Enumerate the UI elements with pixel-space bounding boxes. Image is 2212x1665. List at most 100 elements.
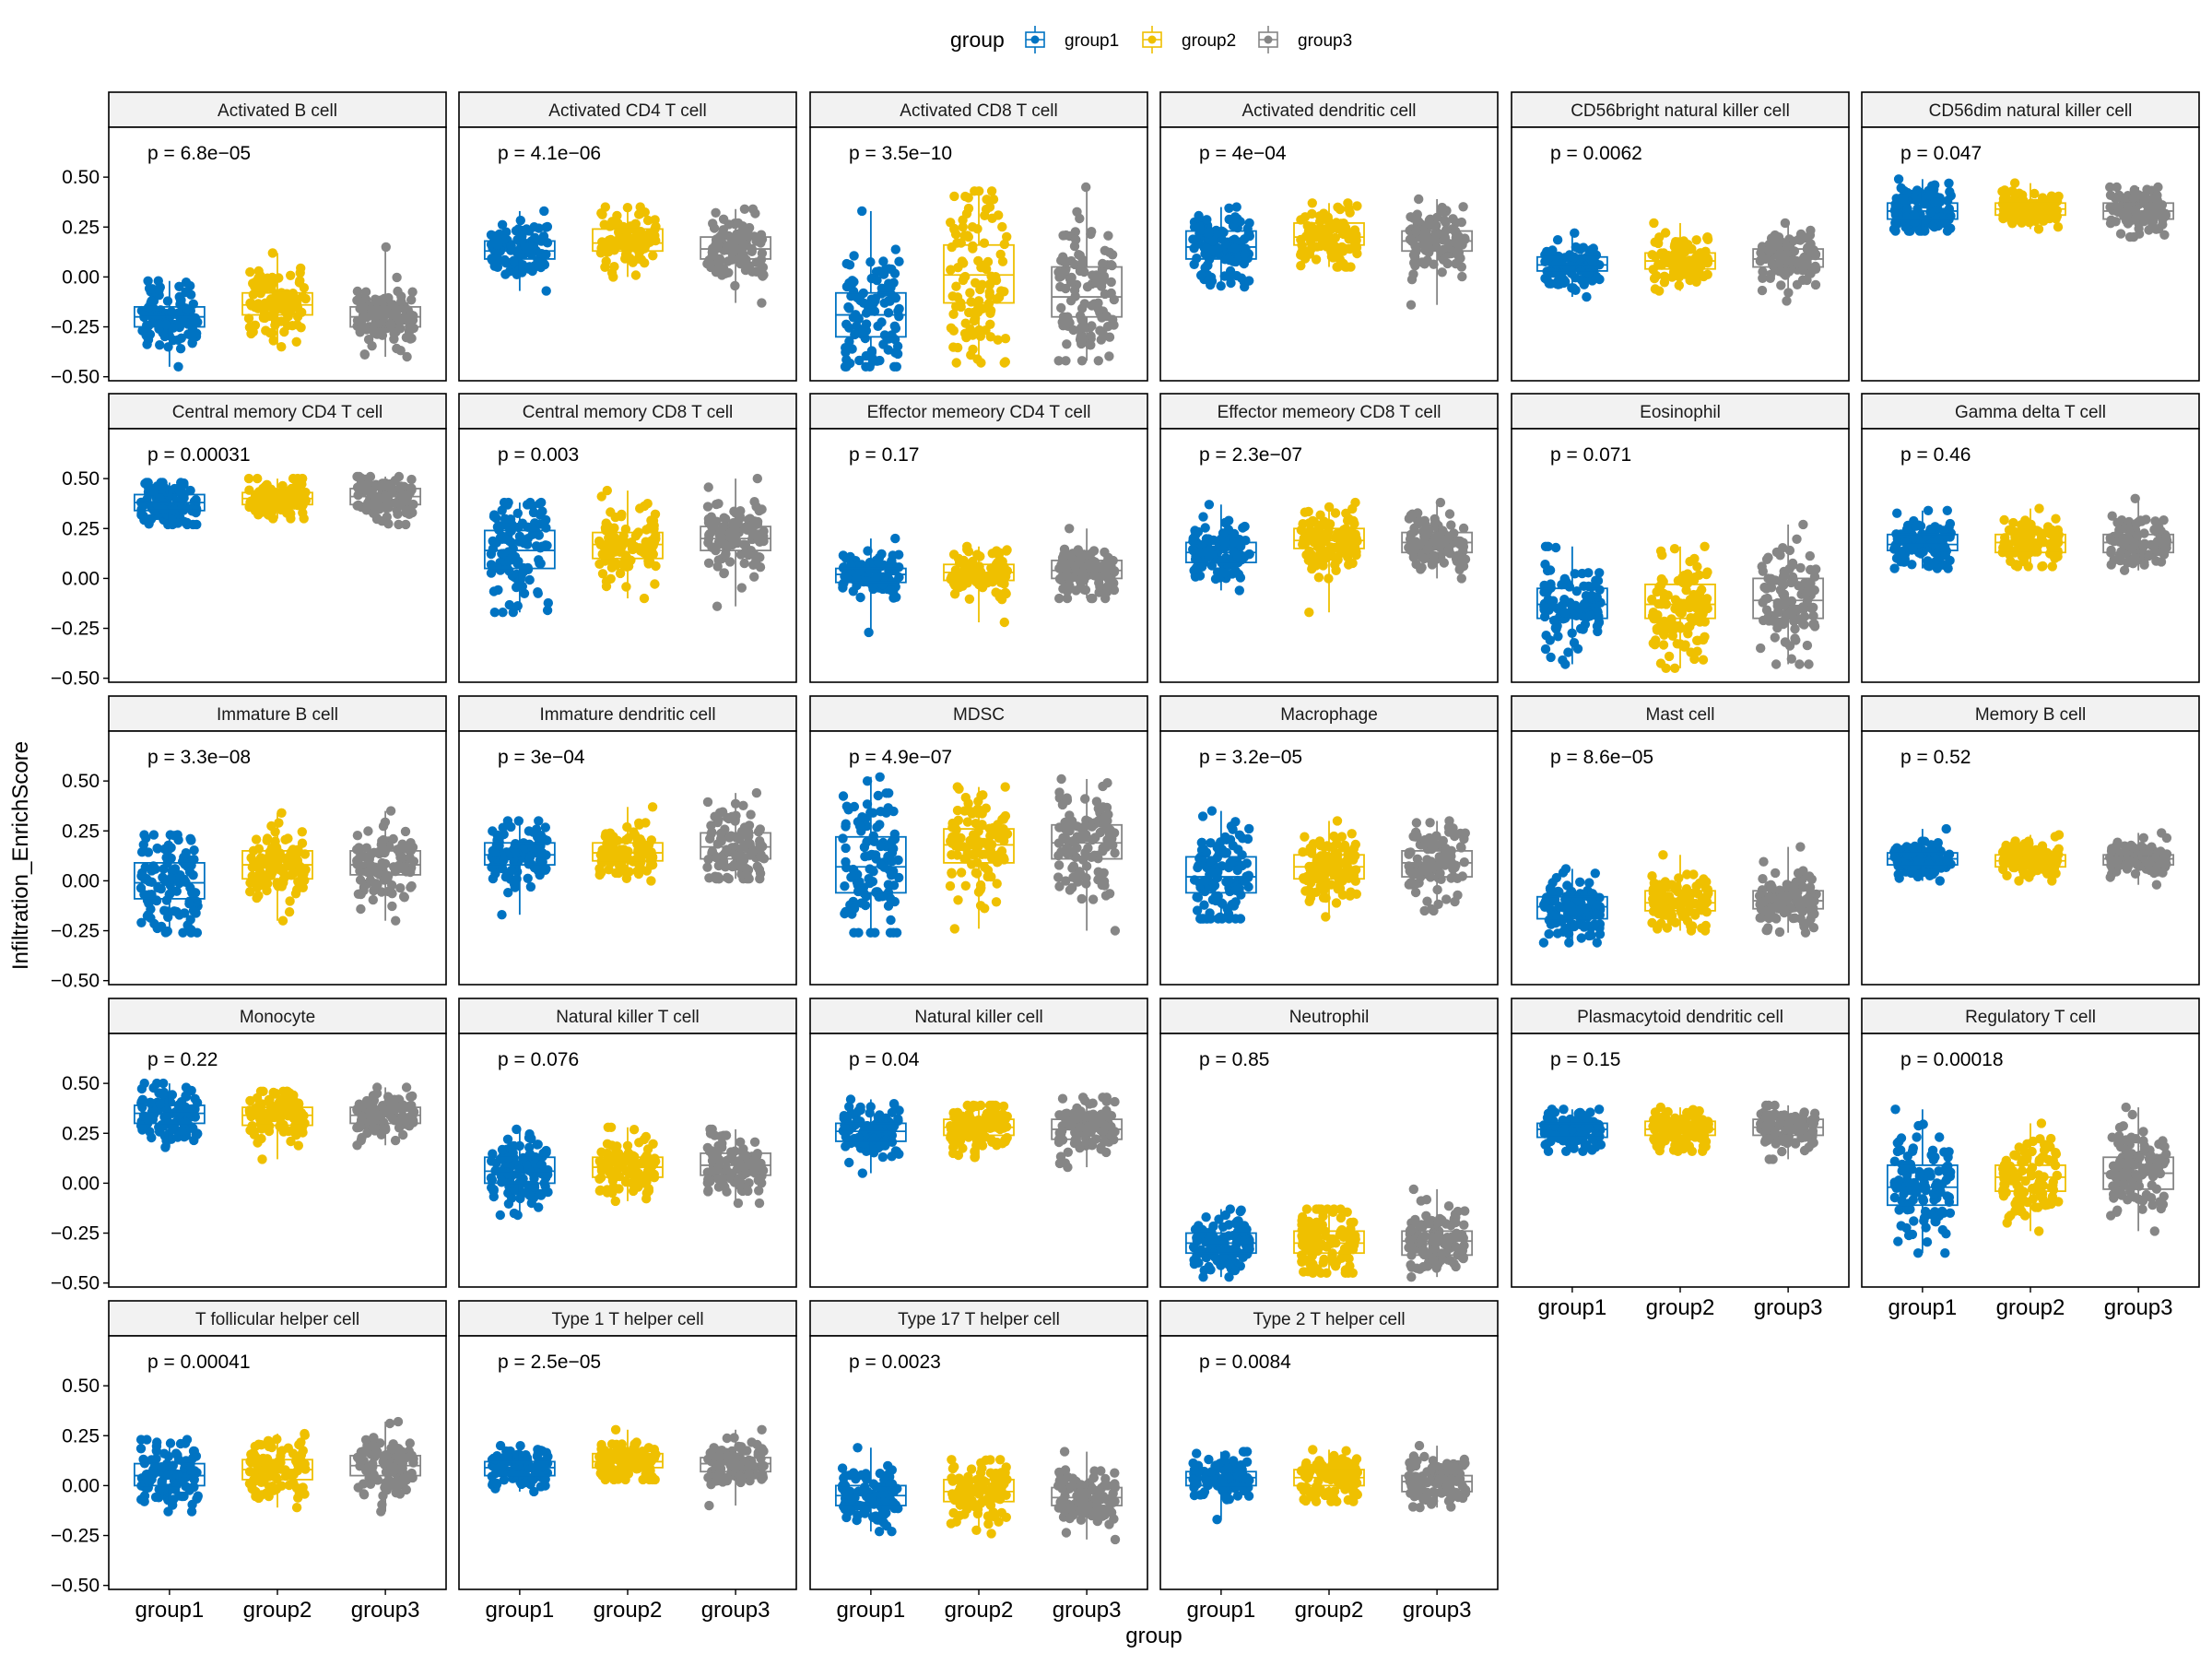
data-point xyxy=(2153,537,2162,546)
data-point xyxy=(394,472,404,481)
data-point xyxy=(597,237,606,246)
data-point xyxy=(392,273,401,282)
p-value-label: p = 0.047 xyxy=(1900,143,1982,164)
data-point xyxy=(1681,585,1690,595)
data-point xyxy=(401,827,410,836)
data-point xyxy=(1417,552,1426,561)
data-point xyxy=(1941,550,1950,560)
data-point xyxy=(1659,640,1668,649)
y-tick-label: 0.50 xyxy=(62,468,100,490)
data-point xyxy=(1002,589,1011,598)
data-point xyxy=(965,288,974,297)
data-point xyxy=(1235,585,1244,595)
data-point xyxy=(263,833,272,843)
data-point xyxy=(609,262,618,271)
data-point xyxy=(1088,594,1097,603)
data-point xyxy=(713,240,723,249)
data-point xyxy=(395,883,405,892)
data-point xyxy=(2053,206,2062,215)
data-point xyxy=(285,907,294,916)
data-point xyxy=(1107,278,1116,287)
data-point xyxy=(613,836,622,845)
data-point xyxy=(625,254,634,263)
data-point xyxy=(980,239,989,248)
data-point xyxy=(877,317,886,326)
data-point xyxy=(1305,249,1314,258)
data-point xyxy=(747,847,757,856)
data-point xyxy=(1094,356,1103,365)
data-point xyxy=(946,265,955,274)
panel-title: Effector memeory CD8 T cell xyxy=(1218,403,1441,422)
data-point xyxy=(387,902,396,911)
data-point xyxy=(1586,583,1595,592)
data-point xyxy=(154,285,163,294)
data-point xyxy=(989,566,998,575)
data-point xyxy=(170,831,179,840)
data-point xyxy=(1574,243,1583,253)
data-point xyxy=(1226,266,1235,276)
data-point xyxy=(392,344,401,353)
data-point xyxy=(1056,303,1065,313)
data-point xyxy=(152,844,161,853)
data-point xyxy=(1666,624,1676,633)
data-point xyxy=(274,818,283,827)
data-point xyxy=(187,332,196,341)
p-value-label: p = 4e−04 xyxy=(1199,143,1287,164)
y-tick-label: −0.25 xyxy=(51,921,100,942)
data-point xyxy=(172,496,182,505)
data-point xyxy=(2038,561,2047,571)
y-tick-label: 0.25 xyxy=(62,518,100,539)
data-point xyxy=(871,294,880,303)
legend-item-group3: group3 xyxy=(1256,26,1352,53)
data-point xyxy=(711,208,720,218)
data-point xyxy=(725,528,735,537)
data-point xyxy=(1781,638,1790,647)
data-point xyxy=(962,545,971,554)
y-tick-label: 0.50 xyxy=(62,167,100,188)
data-point xyxy=(524,874,533,883)
data-point xyxy=(1890,226,1900,235)
data-point xyxy=(514,816,524,825)
p-value-label: p = 0.071 xyxy=(1550,444,1631,466)
data-point xyxy=(1352,201,1361,210)
data-point xyxy=(972,224,982,233)
data-point xyxy=(1651,284,1660,293)
data-point xyxy=(1089,546,1099,555)
data-point xyxy=(527,524,536,533)
panel-title: Eosinophil xyxy=(1640,403,1721,422)
data-point xyxy=(1061,284,1070,293)
data-point xyxy=(295,278,304,287)
data-point xyxy=(1650,274,1659,283)
data-point xyxy=(1771,632,1780,642)
data-point xyxy=(2041,528,2050,537)
data-point xyxy=(189,906,198,915)
data-point xyxy=(288,495,297,504)
data-point xyxy=(543,222,552,231)
data-point xyxy=(965,595,974,604)
data-point xyxy=(244,486,253,495)
data-point xyxy=(1558,655,1567,665)
data-point xyxy=(1541,644,1550,654)
data-point xyxy=(1070,564,1079,573)
data-point xyxy=(370,328,379,337)
data-point xyxy=(1296,261,1305,270)
y-tick-label: 0.25 xyxy=(62,821,100,842)
data-point xyxy=(1065,574,1074,584)
data-point xyxy=(1700,542,1709,551)
data-point xyxy=(2139,561,2148,570)
data-point xyxy=(532,541,541,550)
data-point xyxy=(758,249,767,258)
data-point xyxy=(877,549,886,559)
data-point xyxy=(1943,563,1952,573)
data-point xyxy=(353,287,362,296)
data-point xyxy=(277,489,287,498)
data-point xyxy=(1091,270,1100,279)
data-point xyxy=(1692,562,1701,572)
data-point xyxy=(171,907,181,916)
data-point xyxy=(1649,218,1658,228)
data-point xyxy=(182,920,192,929)
